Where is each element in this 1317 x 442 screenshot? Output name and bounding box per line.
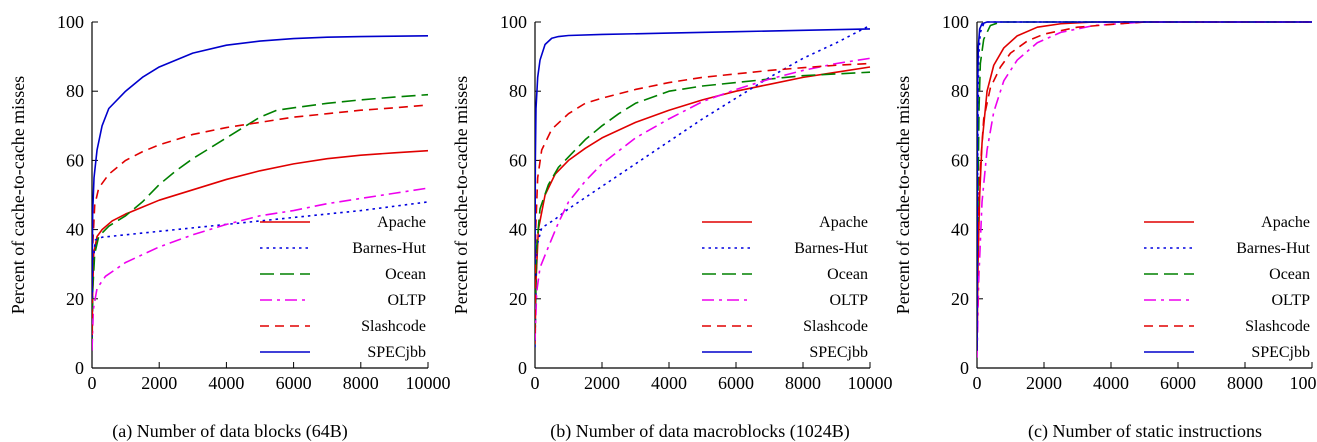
legend-label: Slashcode xyxy=(1245,318,1310,335)
x-tick-label: 4000 xyxy=(208,373,244,393)
y-tick-label: 60 xyxy=(951,150,969,170)
series-line-ocean xyxy=(535,71,871,334)
y-tick-label: 40 xyxy=(951,220,969,240)
x-tick-label: 2000 xyxy=(141,373,177,393)
x-tick-label: 8000 xyxy=(343,373,379,393)
y-tick-label: 0 xyxy=(960,358,969,378)
legend-label: Apache xyxy=(377,214,426,231)
x-tick-label: 0 xyxy=(88,373,97,393)
x-tick-label: 4000 xyxy=(1093,373,1129,393)
series-line-barnes-hut xyxy=(977,21,1312,351)
y-tick-label: 0 xyxy=(518,358,527,378)
y-tick-label: 80 xyxy=(66,81,84,101)
series-line-ocean xyxy=(977,21,1312,351)
x-tick-label: 4000 xyxy=(651,373,687,393)
series-line-barnes-hut xyxy=(92,201,429,351)
series-line-specjbb xyxy=(977,21,1312,351)
series-line-barnes-hut xyxy=(535,24,871,348)
y-tick-label: 20 xyxy=(951,289,969,309)
x-tick-label: 10000 xyxy=(848,373,893,393)
chart-caption: (a) Number of data blocks (64B) xyxy=(112,421,347,442)
series-line-oltp xyxy=(977,21,1312,358)
series-line-oltp xyxy=(92,187,429,351)
x-tick-label: 6000 xyxy=(718,373,754,393)
y-tick-label: 60 xyxy=(66,150,84,170)
x-tick-label: 10000 xyxy=(406,373,451,393)
y-tick-label: 40 xyxy=(66,220,84,240)
x-tick-label: 0 xyxy=(973,373,982,393)
legend-label: SPECjbb xyxy=(809,344,868,361)
y-tick-label: 20 xyxy=(66,289,84,309)
legend-label: OLTP xyxy=(1271,292,1310,309)
series-line-oltp xyxy=(535,57,871,341)
y-tick-label: 100 xyxy=(500,12,527,32)
series-line-slashcode xyxy=(535,62,871,334)
series-line-slashcode xyxy=(92,104,429,334)
legend-label: SPECjbb xyxy=(1251,344,1310,361)
series-line-apache xyxy=(977,21,1312,351)
legend-label: Slashcode xyxy=(361,318,426,335)
legend-label: Apache xyxy=(819,214,868,231)
x-tick-label: 8000 xyxy=(785,373,821,393)
chart-panel-2: 0 20 40 60 80 100 0 2000 4000 6000 8000 10000 Percen… xyxy=(451,12,893,442)
legend-label: Barnes-Hut xyxy=(1236,240,1310,257)
series-line-ocean xyxy=(92,93,429,351)
y-tick-label: 80 xyxy=(509,81,527,101)
y-tick-label: 60 xyxy=(509,150,527,170)
chart-panel-1: 0 20 40 60 80 100 0 2000 4000 6000 8000 10000 Percen… xyxy=(8,12,451,442)
legend-label: OLTP xyxy=(387,292,426,309)
x-tick-label: 6000 xyxy=(276,373,312,393)
legend-label: Ocean xyxy=(827,266,868,283)
x-tick-label: 10000 xyxy=(1290,373,1317,393)
chart-caption: (c) Number of static instructions xyxy=(1028,421,1262,442)
x-tick-label: 2000 xyxy=(1026,373,1062,393)
series-line-apache xyxy=(535,66,871,344)
y-axis-title: Percent of cache-to-cache misses xyxy=(451,76,471,314)
y-tick-label: 100 xyxy=(942,12,969,32)
y-tick-label: 20 xyxy=(509,289,527,309)
series-line-specjbb xyxy=(535,28,871,265)
legend-label: Slashcode xyxy=(803,318,868,335)
series-line-apache xyxy=(92,149,429,351)
x-tick-label: 0 xyxy=(531,373,540,393)
series-line-slashcode xyxy=(977,21,1312,351)
x-tick-label: 8000 xyxy=(1227,373,1263,393)
chart-panel-3: 0 20 40 60 80 100 0 2000 4000 6000 8000 10000 Percen… xyxy=(893,12,1317,442)
y-tick-label: 80 xyxy=(951,81,969,101)
x-tick-label: 6000 xyxy=(1160,373,1196,393)
legend-label: Barnes-Hut xyxy=(352,240,426,257)
legend-label: Barnes-Hut xyxy=(794,240,868,257)
x-tick-label: 2000 xyxy=(584,373,620,393)
legend-label: Apache xyxy=(1261,214,1310,231)
y-tick-label: 100 xyxy=(57,12,84,32)
legend-label: OLTP xyxy=(829,292,868,309)
chart-caption: (b) Number of data macroblocks (1024B) xyxy=(550,421,849,442)
y-axis-title: Percent of cache-to-cache misses xyxy=(8,76,28,314)
y-tick-label: 40 xyxy=(509,220,527,240)
y-axis-title: Percent of cache-to-cache misses xyxy=(893,76,913,314)
legend-label: SPECjbb xyxy=(367,344,426,361)
legend-label: Ocean xyxy=(1269,266,1310,283)
y-tick-label: 0 xyxy=(75,358,84,378)
legend-label: Ocean xyxy=(385,266,426,283)
series-line-specjbb xyxy=(92,35,429,299)
